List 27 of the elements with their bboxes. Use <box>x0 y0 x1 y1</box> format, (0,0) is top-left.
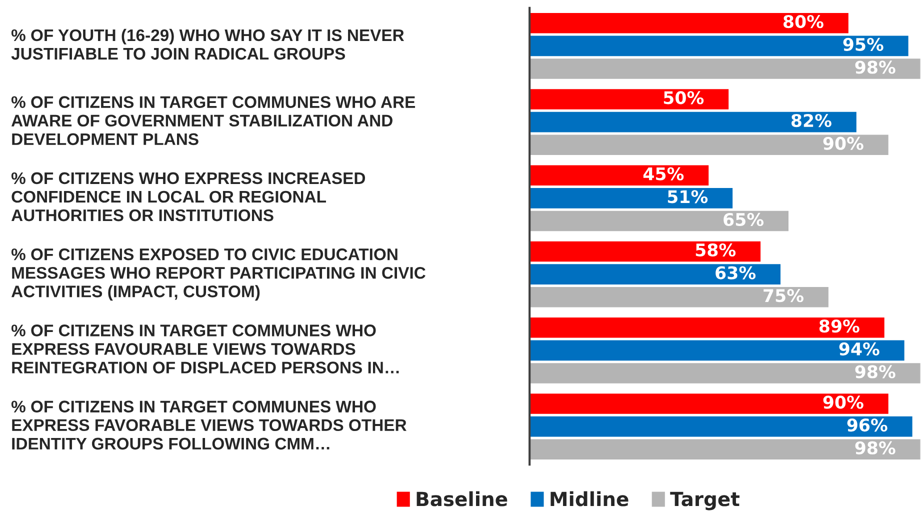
data-label: 82% <box>791 114 832 128</box>
data-label: 63% <box>716 266 756 280</box>
data-label: 50% <box>664 91 704 104</box>
y-tick-label: % OF CITIZENS EXPOSED TO CIVIC EDUCATION MESSAGES WHO REPORT PARTICIPATING IN CIVIC ACTIVITIES (IMPACT, CUSTOM) <box>11 248 426 301</box>
legend-label: Midline <box>550 491 628 506</box>
data-label: 98% <box>855 365 896 378</box>
data-label: 65% <box>724 212 764 226</box>
data-label: 45% <box>643 167 684 180</box>
data-label: 94% <box>839 342 880 356</box>
data-label: 89% <box>819 320 860 333</box>
data-label: 51% <box>668 190 708 204</box>
y-tick-label: % OF YOUTH (16-29) WHO WHO SAY IT IS NEVER JUSTIFIABLE TO JOIN RADICAL GROUPS <box>11 28 404 60</box>
data-label: 80% <box>784 15 824 28</box>
data-label: 98% <box>855 441 896 454</box>
y-tick-label: % OF CITIZENS IN TARGET COMMUNES WHO EXPRESS FAVOURABLE VIEWS TOWARDS REINTEGRATION OF DISPLACED PERSONS IN… <box>11 324 399 374</box>
legend-label: Target <box>670 492 740 510</box>
data-label: 96% <box>847 418 888 432</box>
data-label: 75% <box>764 289 804 302</box>
data-label: 90% <box>823 136 864 150</box>
y-tick-label: % OF CITIZENS IN TARGET COMMUNES WHO EXPRESS FAVORABLE VIEWS TOWARDS OTHER IDENTITY GROUPS FOLLOWING CMM… <box>11 400 406 450</box>
data-label: 98% <box>855 60 896 74</box>
data-label: 95% <box>843 38 884 51</box>
y-tick-label: % OF CITIZENS IN TARGET COMMUNES WHO ARE AWARE OF GOVERNMENT STABILIZATION AND DEVELOPMENT PLANS <box>11 96 416 146</box>
legend-label: Baseline <box>416 491 508 506</box>
y-tick-label: % OF CITIZENS WHO EXPRESS INCREASED CONFIDENCE IN LOCAL OR REGIONAL AUTHORITIES OR INSTITUTIONS <box>11 172 366 222</box>
data-label: 58% <box>696 243 736 257</box>
data-label: 90% <box>823 396 864 409</box>
